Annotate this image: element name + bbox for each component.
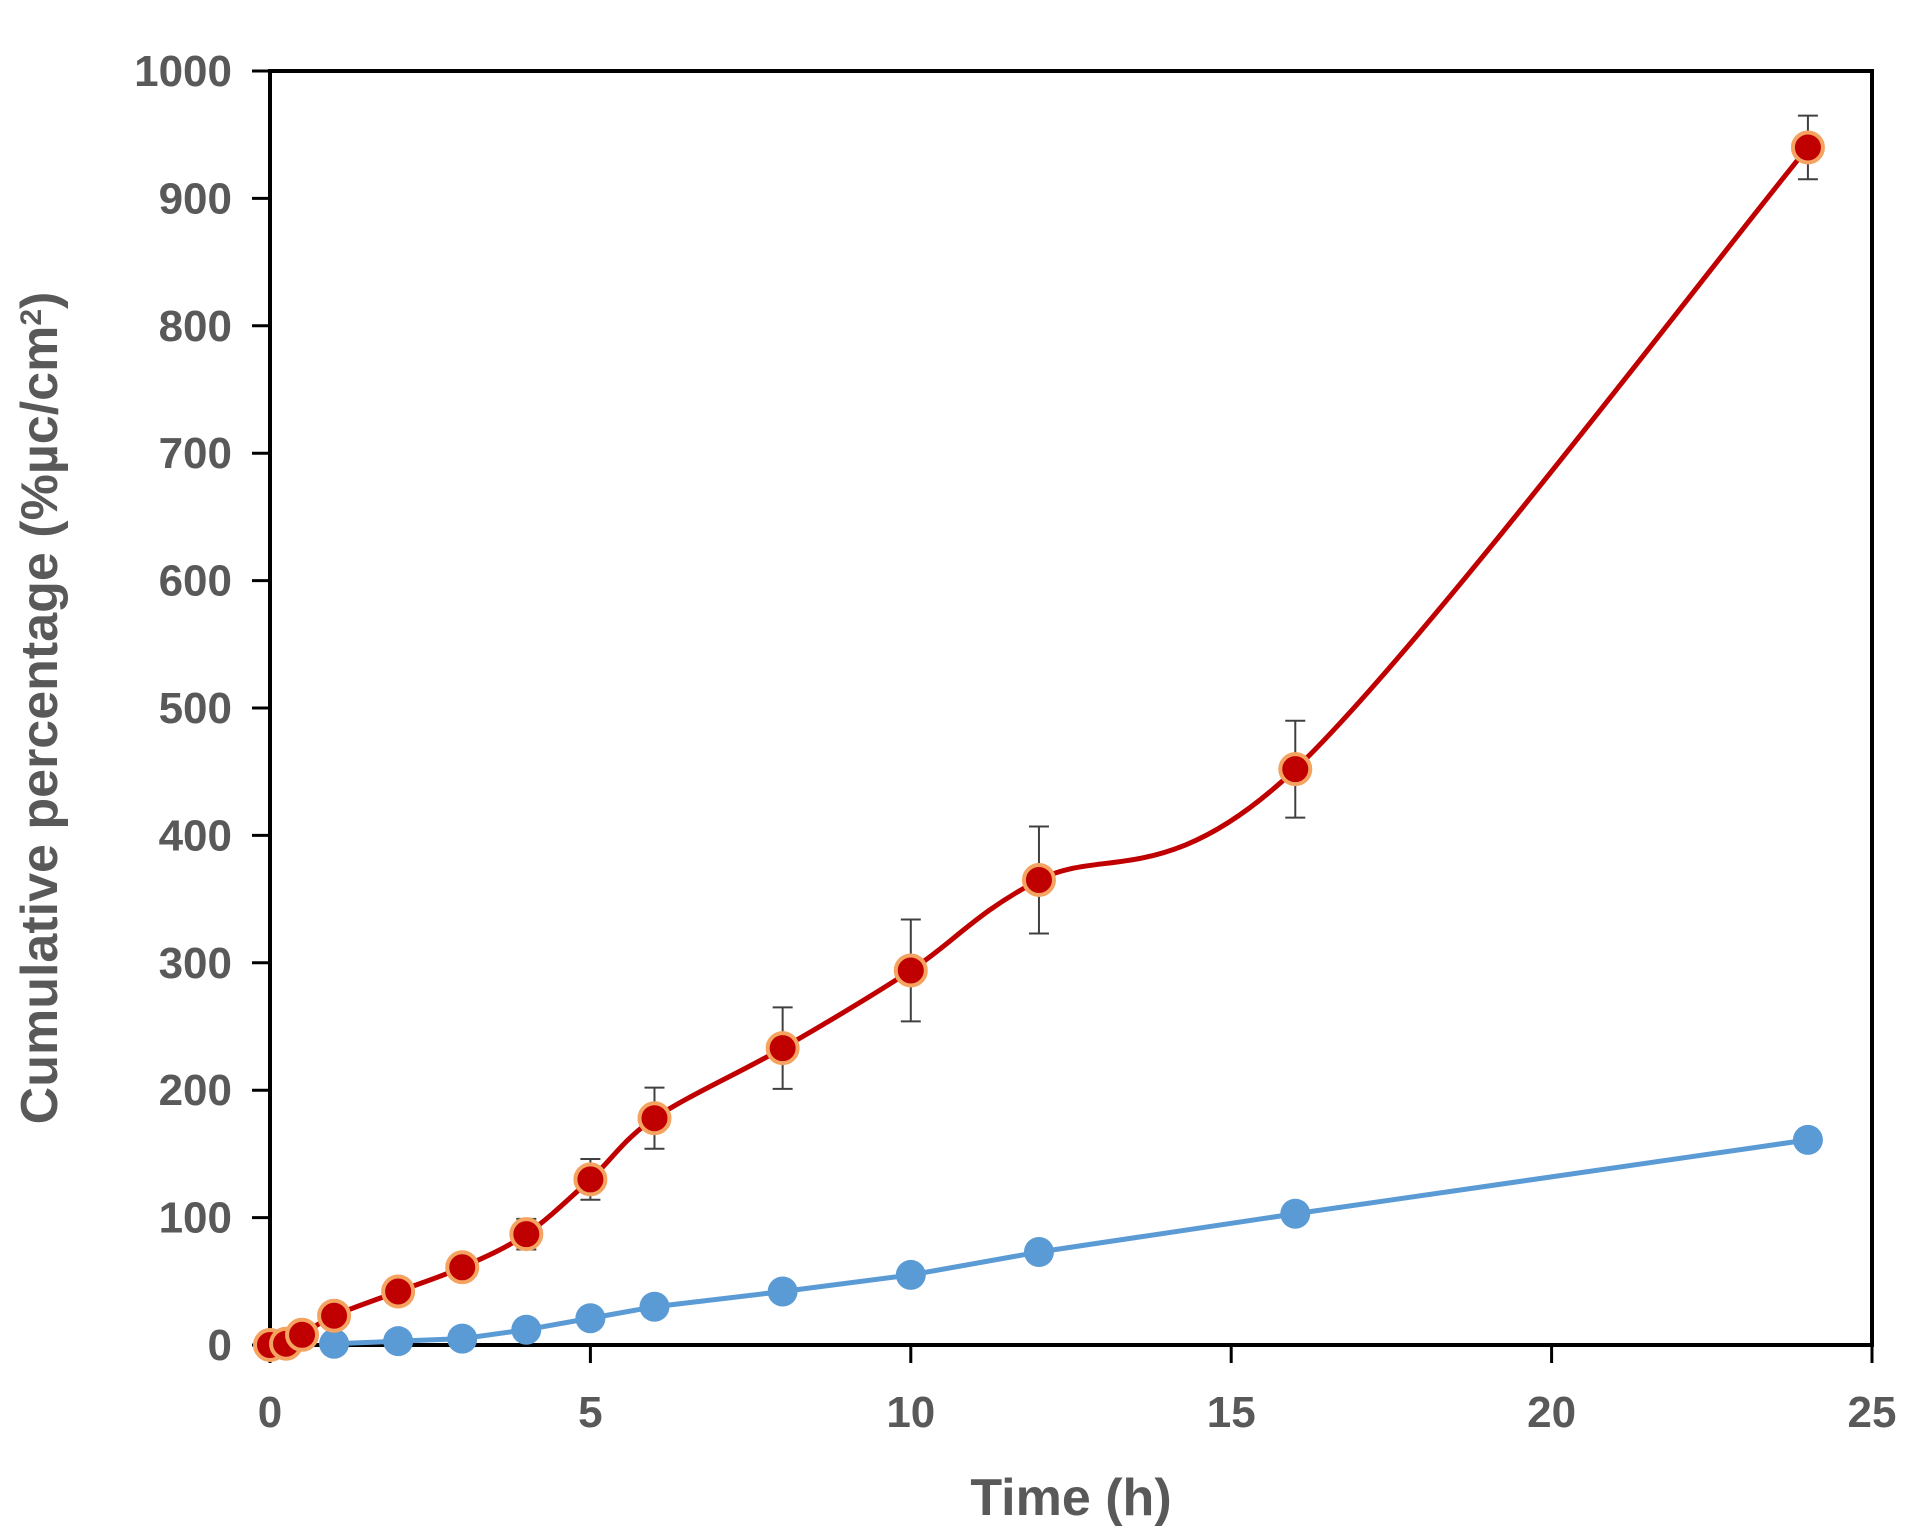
x-tick-label: 15 <box>1207 1388 1256 1437</box>
series-1 <box>319 1125 1823 1359</box>
y-tick-label: 1000 <box>134 47 232 96</box>
data-point <box>447 1252 477 1282</box>
data-point <box>319 1301 349 1331</box>
y-tick-label: 900 <box>159 174 232 223</box>
y-tick-label: 600 <box>159 557 232 606</box>
x-tick-label: 5 <box>578 1388 602 1437</box>
y-tick-label: 400 <box>159 811 232 860</box>
y-tick-label: 100 <box>159 1194 232 1243</box>
data-point <box>383 1326 413 1356</box>
y-axis-ticks: 0 100 200 300 400 500 600 700 800 900 1000 <box>134 47 270 1370</box>
data-point <box>1280 1199 1310 1229</box>
y-tick-label: 300 <box>159 939 232 988</box>
data-point <box>575 1303 605 1333</box>
series-line <box>270 147 1808 1345</box>
data-point <box>319 1329 349 1359</box>
data-point <box>511 1315 541 1345</box>
data-point <box>383 1276 413 1306</box>
y-tick-label: 800 <box>159 302 232 351</box>
data-point <box>1280 754 1310 784</box>
y-tick-label: 0 <box>208 1321 232 1370</box>
data-point <box>1793 132 1823 162</box>
y-axis-title-main: Cumulative percentage (%µc/cm <box>11 326 69 1125</box>
y-axis-title-superscript: 2 <box>15 309 48 326</box>
y-tick-label: 500 <box>159 684 232 733</box>
data-point <box>896 955 926 985</box>
y-axis-title-close: ) <box>11 292 69 309</box>
x-axis-title: Time (h) <box>970 1469 1171 1527</box>
data-point <box>1793 1125 1823 1155</box>
data-point <box>768 1033 798 1063</box>
data-point <box>287 1320 317 1350</box>
data-point <box>639 1103 669 1133</box>
y-tick-label: 700 <box>159 429 232 478</box>
plot-area <box>270 71 1872 1345</box>
data-point <box>639 1292 669 1322</box>
x-tick-label: 25 <box>1848 1388 1897 1437</box>
series-layer <box>255 116 1823 1360</box>
x-axis-ticks: 0 5 10 15 20 25 <box>258 1345 1897 1437</box>
x-tick-label: 20 <box>1527 1388 1576 1437</box>
x-tick-label: 0 <box>258 1388 282 1437</box>
series-line <box>334 1140 1808 1344</box>
data-point <box>896 1260 926 1290</box>
x-tick-label: 10 <box>886 1388 935 1437</box>
data-point <box>575 1164 605 1194</box>
data-point <box>768 1276 798 1306</box>
data-point <box>447 1324 477 1354</box>
data-point <box>511 1219 541 1249</box>
y-tick-label: 200 <box>159 1066 232 1115</box>
y-axis-title: Cumulative percentage (%µc/cm2) <box>11 292 69 1125</box>
data-point <box>1024 1237 1054 1267</box>
data-point <box>1024 865 1054 895</box>
